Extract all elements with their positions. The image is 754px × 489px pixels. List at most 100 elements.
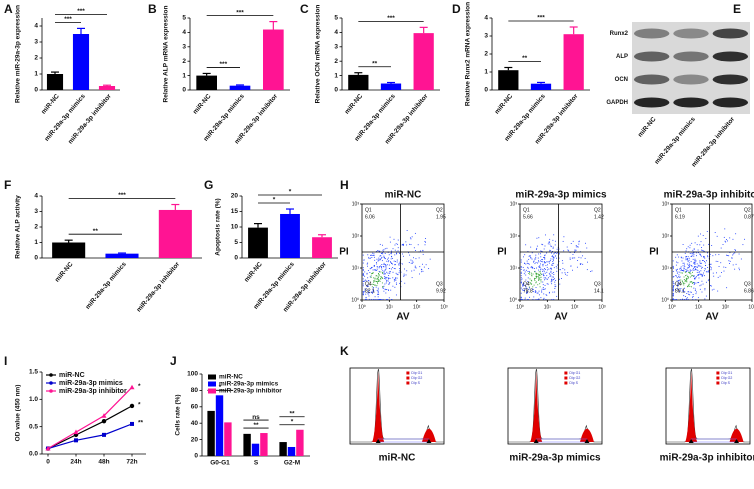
event-dot <box>422 253 424 255</box>
event-dot <box>524 297 526 299</box>
event-dot <box>561 278 562 279</box>
event-dot <box>694 242 696 244</box>
event-dot <box>543 288 545 290</box>
event-dot <box>699 288 701 290</box>
event-dot <box>377 266 379 268</box>
x-tick-label: 0 <box>46 459 50 466</box>
event-dot <box>538 278 539 280</box>
event-dot <box>408 262 410 263</box>
event-dot <box>383 272 385 274</box>
event-dot <box>393 280 395 282</box>
event-dot <box>379 280 381 282</box>
event-dot <box>552 239 554 241</box>
event-dot <box>683 268 685 270</box>
event-dot <box>687 258 689 260</box>
event-dot <box>384 288 386 290</box>
event-dot <box>724 228 726 230</box>
event-dot <box>698 264 700 266</box>
event-dot <box>552 276 554 278</box>
event-dot <box>413 247 415 249</box>
event-dot <box>382 251 384 253</box>
y-tick-label: 60 <box>191 404 199 411</box>
event-dot <box>680 266 682 268</box>
event-dot <box>678 288 679 290</box>
event-dot <box>695 276 697 278</box>
event-dot <box>554 286 556 288</box>
event-dot <box>380 299 382 300</box>
event-dot <box>672 298 674 300</box>
event-dot <box>564 272 566 274</box>
y-axis-label: Relative ALP mRNA expression <box>163 6 170 103</box>
event-dot <box>542 263 544 265</box>
event-dot <box>380 278 382 280</box>
event-dot <box>378 271 380 273</box>
event-dot <box>386 247 388 249</box>
event-dot <box>540 281 542 283</box>
event-dot <box>577 246 578 248</box>
event-dot <box>700 262 702 264</box>
panel-letter: C <box>300 2 309 16</box>
event-dot <box>412 262 413 264</box>
event-dot <box>694 259 696 261</box>
event-dot <box>364 271 366 273</box>
quadrant-name: Q1 <box>523 207 530 213</box>
event-dot <box>527 299 529 300</box>
event-dot <box>703 250 705 252</box>
event-dot <box>543 298 544 300</box>
event-dot <box>543 269 545 271</box>
event-dot <box>388 264 390 266</box>
event-dot <box>694 260 696 262</box>
event-dot <box>392 257 394 259</box>
event-dot <box>393 238 395 240</box>
event-dot <box>362 292 364 294</box>
bar <box>280 213 300 258</box>
event-dot <box>574 249 576 251</box>
event-dot <box>672 288 674 290</box>
event-dot <box>676 277 678 279</box>
band <box>712 97 749 108</box>
event-dot <box>738 253 740 255</box>
s-phase <box>377 438 430 443</box>
plot-frame <box>665 367 751 445</box>
event-dot <box>374 259 376 261</box>
event-dot <box>382 244 384 246</box>
event-dot <box>388 277 390 279</box>
event-dot <box>422 263 423 265</box>
y-tick-label: 10³ <box>510 201 518 207</box>
event-dot <box>376 277 378 279</box>
y-tick-label: 4 <box>34 23 38 30</box>
event-dot <box>701 250 703 252</box>
event-dot <box>551 255 553 257</box>
event-dot <box>536 245 538 247</box>
quadrant-name: Q1 <box>365 207 372 213</box>
event-dot <box>543 271 545 273</box>
event-dot <box>554 288 556 289</box>
y-tick-label: 0 <box>34 255 38 262</box>
y-tick-label: 1 <box>182 72 186 79</box>
event-dot <box>702 250 704 252</box>
event-dot <box>711 245 713 247</box>
event-dot <box>551 299 553 300</box>
event-dot <box>362 254 364 256</box>
y-axis-label: Relative OCN mRNA expression <box>315 5 322 104</box>
y-tick-label: 10² <box>352 233 360 239</box>
event-dot <box>378 279 380 281</box>
event-dot <box>732 264 734 266</box>
event-dot <box>728 263 730 264</box>
y-axis-label: PI <box>339 247 349 258</box>
event-dot <box>402 255 404 257</box>
event-dot <box>677 285 679 287</box>
event-dot <box>686 299 688 300</box>
event-dot <box>699 263 701 264</box>
event-dot <box>535 272 537 274</box>
event-dot <box>531 280 533 282</box>
event-dot <box>383 276 385 278</box>
event-dot <box>708 243 710 245</box>
row-label: ALP <box>616 54 628 60</box>
event-dot <box>422 249 424 251</box>
event-dot <box>543 293 545 295</box>
event-dot <box>392 277 394 279</box>
event-dot <box>388 260 390 262</box>
event-dot <box>544 258 546 260</box>
event-dot <box>379 258 381 260</box>
